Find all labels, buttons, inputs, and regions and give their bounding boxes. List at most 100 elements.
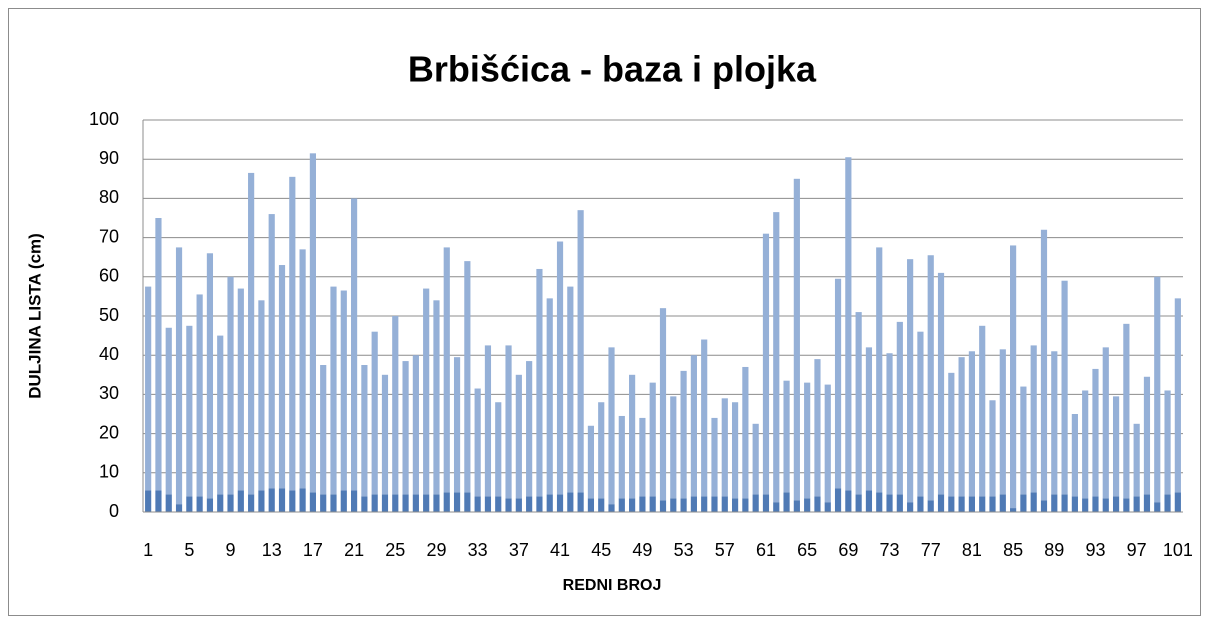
bar-segment (649, 496, 656, 512)
bar-segment (670, 498, 677, 512)
bar-segment (721, 398, 728, 497)
bar-segment (268, 214, 275, 489)
y-tick-label: 80 (99, 187, 119, 207)
bar-segment (876, 492, 883, 512)
bar-segment (999, 349, 1006, 495)
bar-segment (567, 492, 574, 512)
bar-segment (783, 492, 790, 512)
x-tick-label: 101 (1163, 540, 1193, 560)
bar-segment (258, 300, 265, 491)
bar-segment (340, 290, 347, 491)
bar-segment (659, 500, 667, 512)
x-tick-label: 85 (1003, 540, 1023, 560)
x-tick-label: 17 (303, 540, 323, 560)
bar-segment (1164, 494, 1171, 512)
bar-segment (752, 494, 759, 512)
bar-segment (577, 210, 584, 493)
bar-segment (433, 300, 440, 495)
bar-segment (474, 496, 481, 512)
bar-segment (804, 498, 811, 512)
bar-segment (1174, 298, 1181, 493)
bar-segment (917, 331, 924, 497)
bar-segment (1020, 494, 1027, 512)
bar-segment (680, 498, 687, 512)
bar-segment (227, 276, 234, 495)
bar-segment (701, 496, 708, 512)
bar-segment (577, 492, 584, 512)
y-tick-label: 100 (89, 109, 119, 129)
bar-segment (556, 241, 564, 495)
bar-segment (556, 494, 564, 512)
x-axis-label: REDNI BROJ (563, 577, 662, 594)
bar-segment (907, 259, 914, 503)
bar-segment (1092, 368, 1099, 497)
chart-border (8, 8, 1201, 616)
bar-segment (814, 359, 821, 497)
bar-segment (639, 417, 646, 497)
y-tick-label: 30 (99, 383, 119, 403)
y-tick-label: 50 (99, 305, 119, 325)
bar-segment (608, 504, 615, 512)
x-tick-label: 49 (632, 540, 652, 560)
bar-segment (865, 490, 873, 512)
bar-segment (175, 504, 183, 512)
x-tick-label: 25 (385, 540, 405, 560)
x-tick-label: 81 (962, 540, 982, 560)
bar-segment (989, 400, 996, 497)
bar-segment (587, 425, 595, 499)
bar-segment (670, 396, 677, 499)
bar-segment (1174, 492, 1181, 512)
bar-segment (948, 372, 955, 497)
bar-segment (1010, 508, 1017, 512)
bar-segment (608, 347, 615, 505)
bar-segment (495, 496, 502, 512)
bar-segment (783, 380, 790, 493)
bar-segment (433, 494, 440, 512)
bar-segment (979, 325, 986, 497)
x-tick-label: 33 (468, 540, 488, 560)
bar-segment (1112, 496, 1120, 512)
bar-segment (804, 382, 811, 499)
bar-segment (855, 494, 862, 512)
bar-segment (505, 498, 512, 512)
bar-segment (392, 316, 399, 495)
bar-segment (690, 496, 697, 512)
bar-segment (186, 325, 193, 497)
bar-segment (381, 374, 389, 495)
bar-segment (742, 366, 749, 499)
bar-segment (731, 402, 739, 499)
bar-segment (217, 335, 224, 495)
bar-segment (731, 498, 739, 512)
bar-segment (546, 298, 553, 495)
bar-segment (742, 498, 749, 512)
y-axis-label: DULJINA LISTA (cm) (25, 233, 44, 399)
x-tick-label: 73 (880, 540, 900, 560)
y-tick-label: 10 (99, 462, 119, 482)
bar-segment (412, 355, 419, 495)
y-tick-label: 60 (99, 266, 119, 286)
bar-segment (1092, 496, 1099, 512)
bar-segment (258, 490, 265, 512)
y-tick-label: 90 (99, 148, 119, 168)
bar-segment (1123, 498, 1130, 512)
bar-segment (423, 494, 430, 512)
bar-segment (464, 492, 471, 512)
bar-segment (701, 339, 708, 497)
bar-segment (155, 490, 162, 512)
bar-segment (1051, 351, 1058, 495)
bar-segment (309, 153, 316, 493)
bar-segment (989, 496, 996, 512)
bar-segment (587, 498, 595, 512)
x-tick-label: 29 (426, 540, 446, 560)
bar-segment (1051, 494, 1058, 512)
bar-segment (773, 212, 780, 503)
bar-segment (1102, 498, 1109, 512)
bar-segment (217, 494, 224, 512)
bar-segment (412, 494, 419, 512)
bar-segment (1061, 280, 1068, 495)
bar-segment (1133, 423, 1140, 497)
bar-segment (330, 286, 337, 495)
bar-segment (340, 490, 347, 512)
bar-segment (824, 384, 831, 503)
x-tick-label: 93 (1085, 540, 1105, 560)
